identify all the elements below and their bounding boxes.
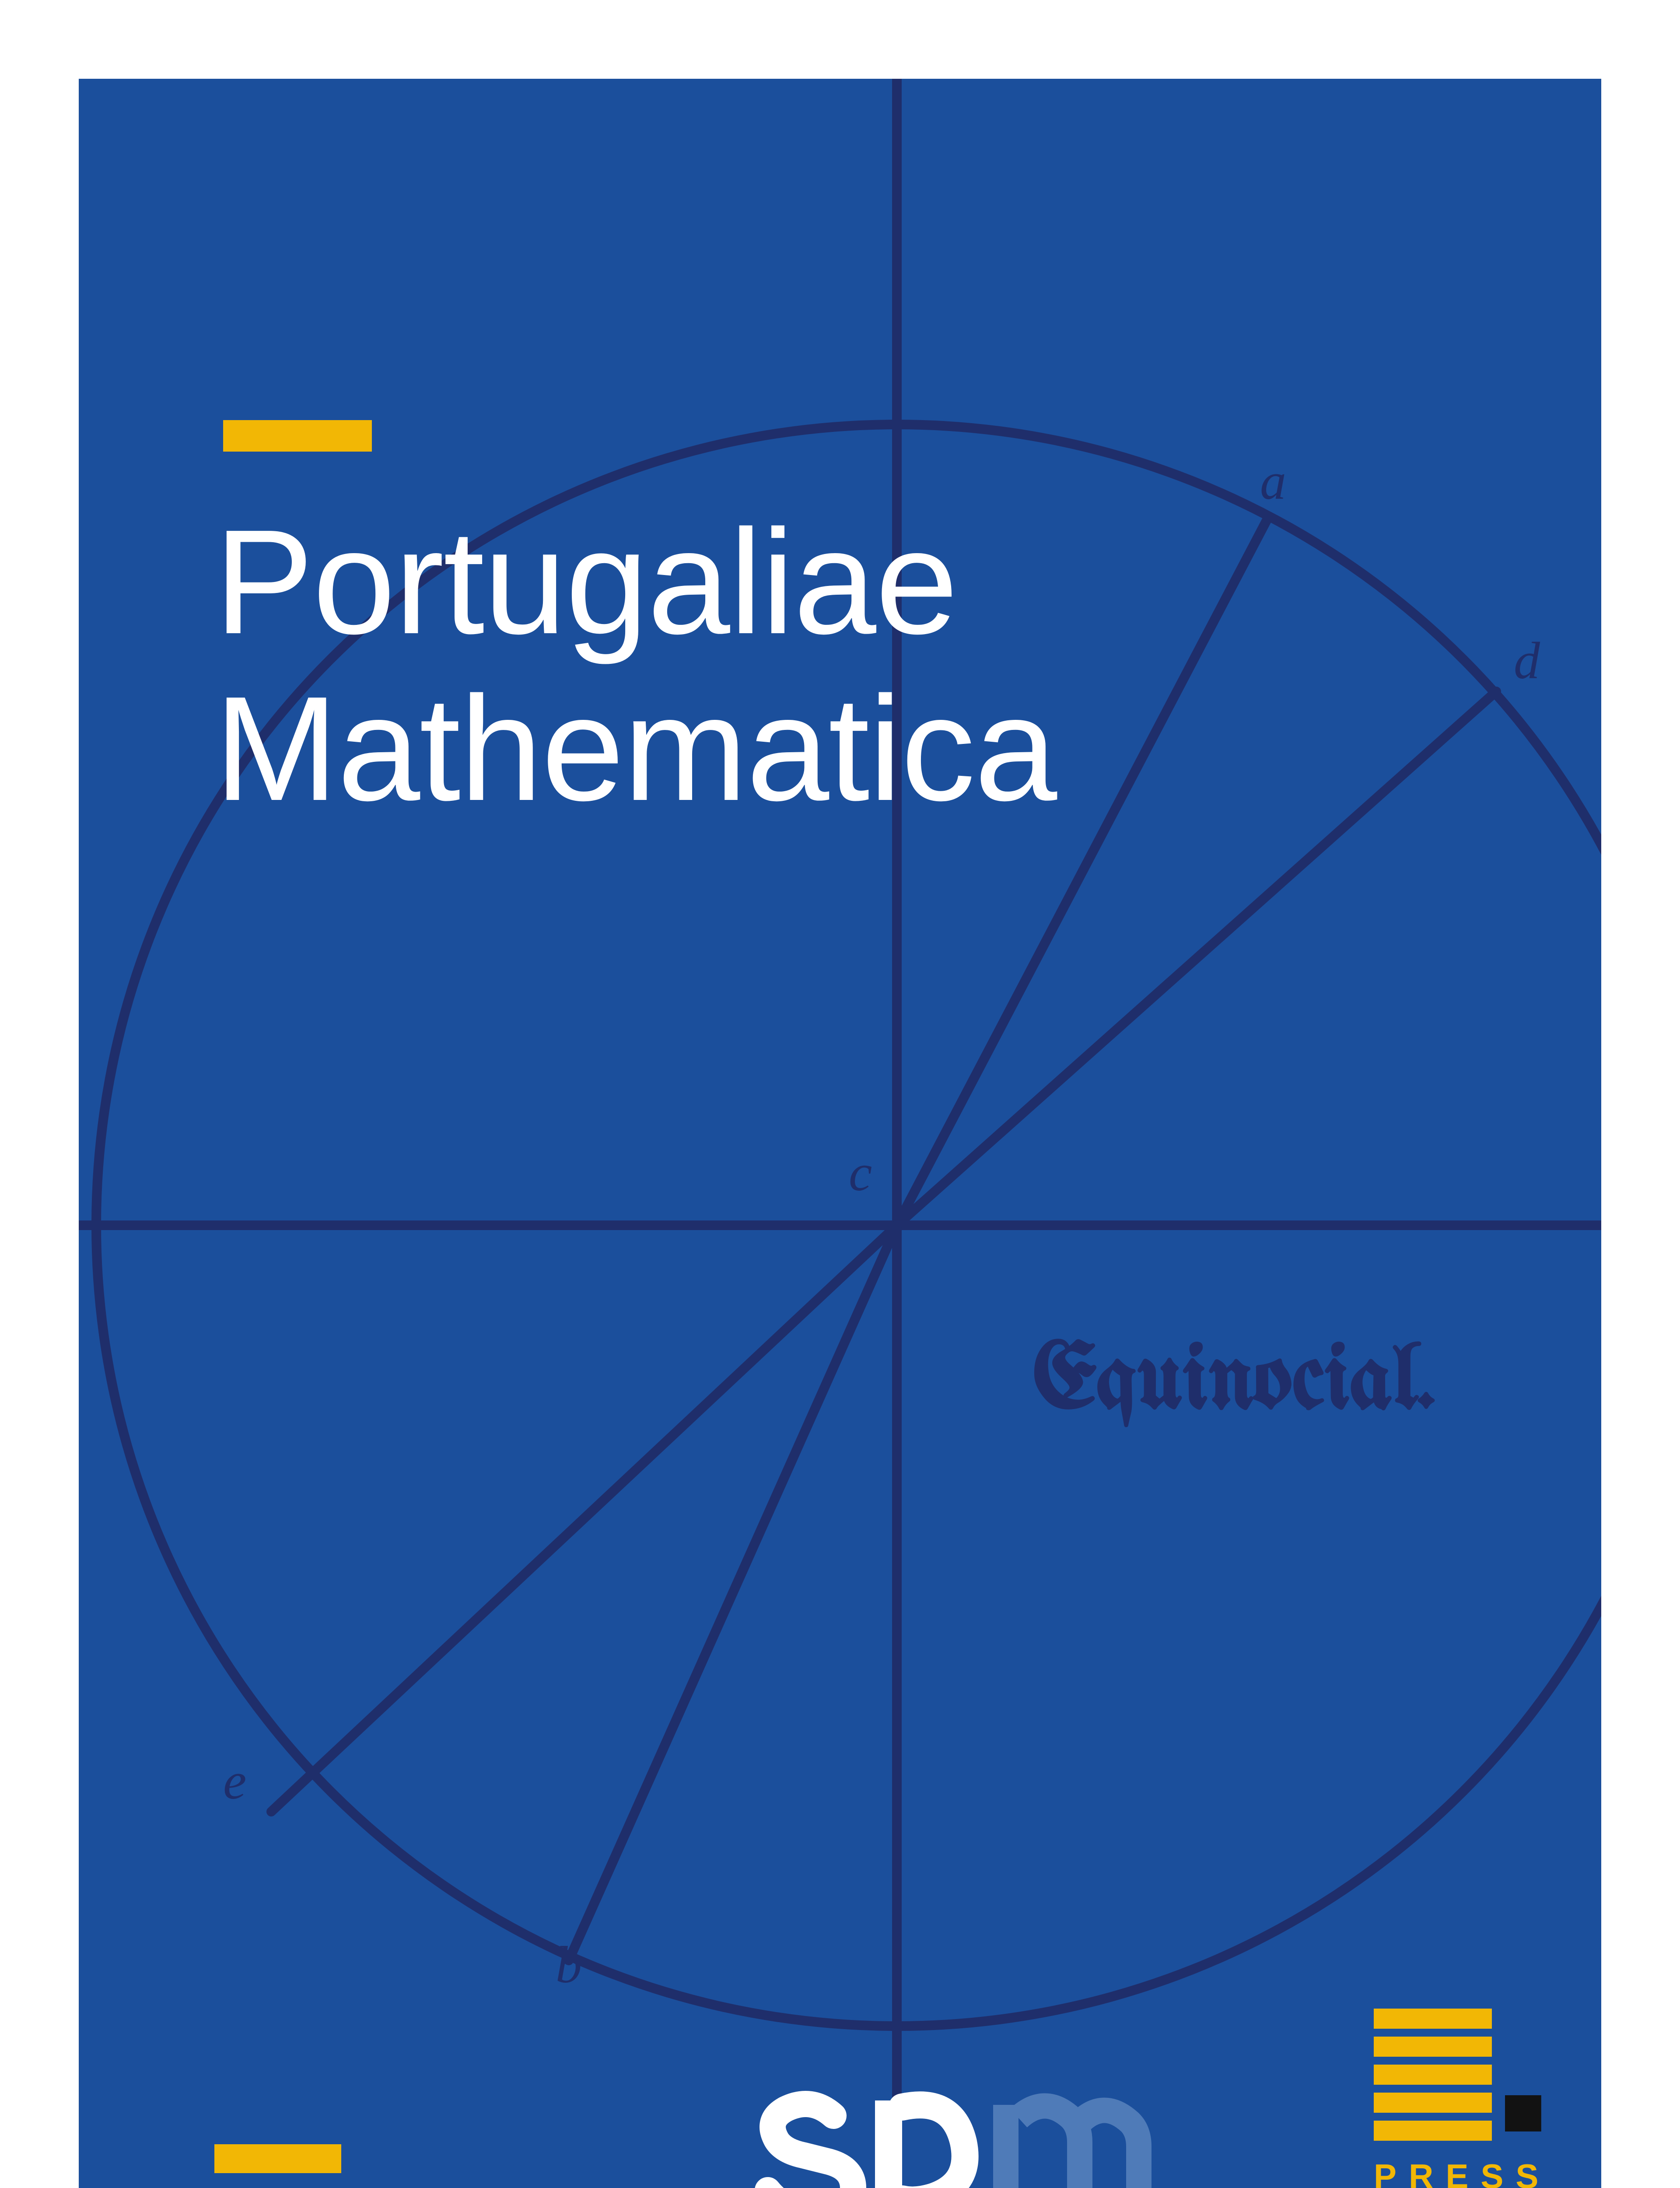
equals-mark-icon bbox=[214, 2144, 341, 2188]
spm-logo: SOCIEDADE PORTUGUESA DE MATEMÁTICA bbox=[744, 2074, 1164, 2188]
ems-press-logo: PRESS bbox=[1374, 2009, 1558, 2188]
svg-text:d: d bbox=[1514, 631, 1540, 690]
spm-wordmark bbox=[744, 2074, 1164, 2188]
title-line-2: Mathematica bbox=[214, 666, 1056, 832]
svg-text:e: e bbox=[223, 1752, 246, 1810]
ems-glyph bbox=[1374, 2009, 1558, 2149]
equals-bar-top bbox=[214, 2144, 341, 2173]
svg-text:b: b bbox=[556, 1936, 582, 1994]
title-line-1: Portugaliae bbox=[214, 499, 957, 665]
page: a d c e b Equinocial. Portugaliae Mathematic… bbox=[0, 0, 1680, 2188]
ems-press-text: PRESS bbox=[1374, 2156, 1550, 2188]
accent-bar bbox=[223, 420, 372, 452]
equinocial-label: Equinocial. bbox=[1032, 1335, 1436, 1430]
geometric-diagram: a d c e b bbox=[79, 79, 1601, 2188]
svg-text:a: a bbox=[1260, 452, 1286, 510]
journal-title: Portugaliae Mathematica bbox=[214, 499, 1056, 832]
journal-cover: a d c e b Equinocial. Portugaliae Mathematic… bbox=[79, 79, 1601, 2188]
svg-text:c: c bbox=[849, 1143, 872, 1202]
